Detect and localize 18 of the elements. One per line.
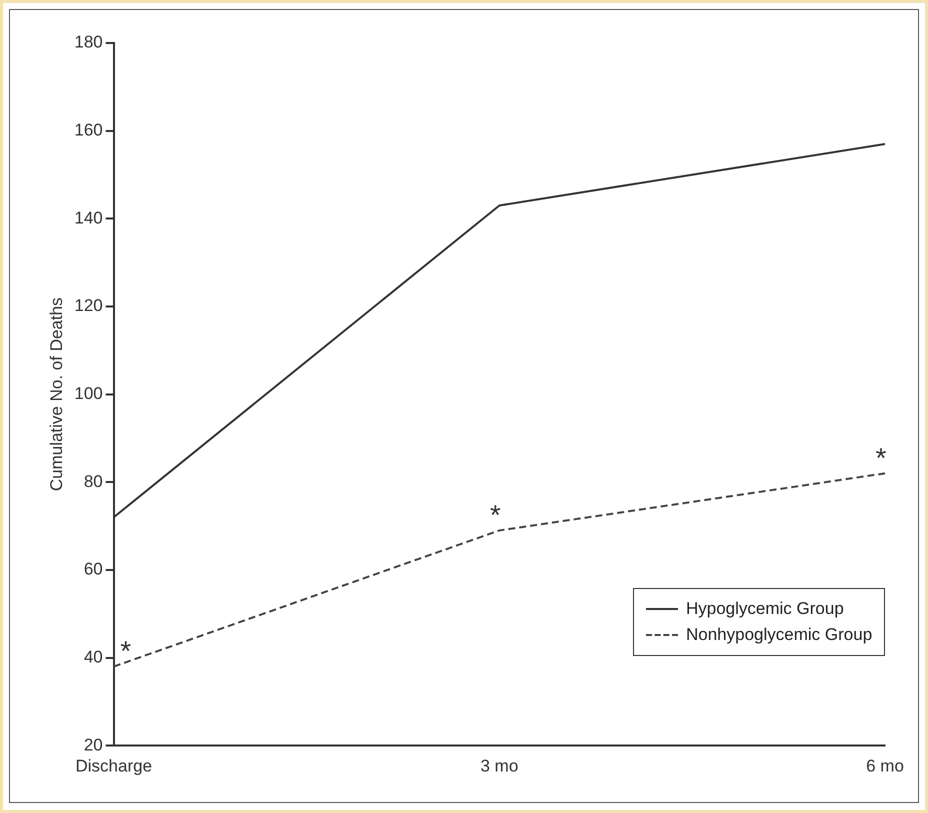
y-tick-label: 180 xyxy=(74,32,103,52)
y-axis-title: Cumulative No. of Deaths xyxy=(46,297,66,492)
annotation: * xyxy=(120,636,132,667)
y-tick-label: 120 xyxy=(74,296,103,316)
legend-label: Nonhypoglycemic Group xyxy=(686,624,872,646)
y-tick-label: 160 xyxy=(74,120,103,140)
x-tick-label: 3 mo xyxy=(480,756,518,776)
y-tick-label: 40 xyxy=(84,647,103,666)
annotation: * xyxy=(876,442,887,474)
annotation: * xyxy=(490,499,501,530)
y-tick-label: 60 xyxy=(84,560,103,579)
y-tick-label: 100 xyxy=(74,384,103,403)
legend-label: Hypoglycemic Group xyxy=(686,598,844,620)
y-tick-label: 20 xyxy=(84,735,103,754)
x-tick-label: Discharge xyxy=(75,756,152,776)
y-tick-label: 80 xyxy=(84,472,103,491)
x-tick-label: 6 mo xyxy=(866,756,904,776)
y-tick-label: 140 xyxy=(74,208,103,228)
